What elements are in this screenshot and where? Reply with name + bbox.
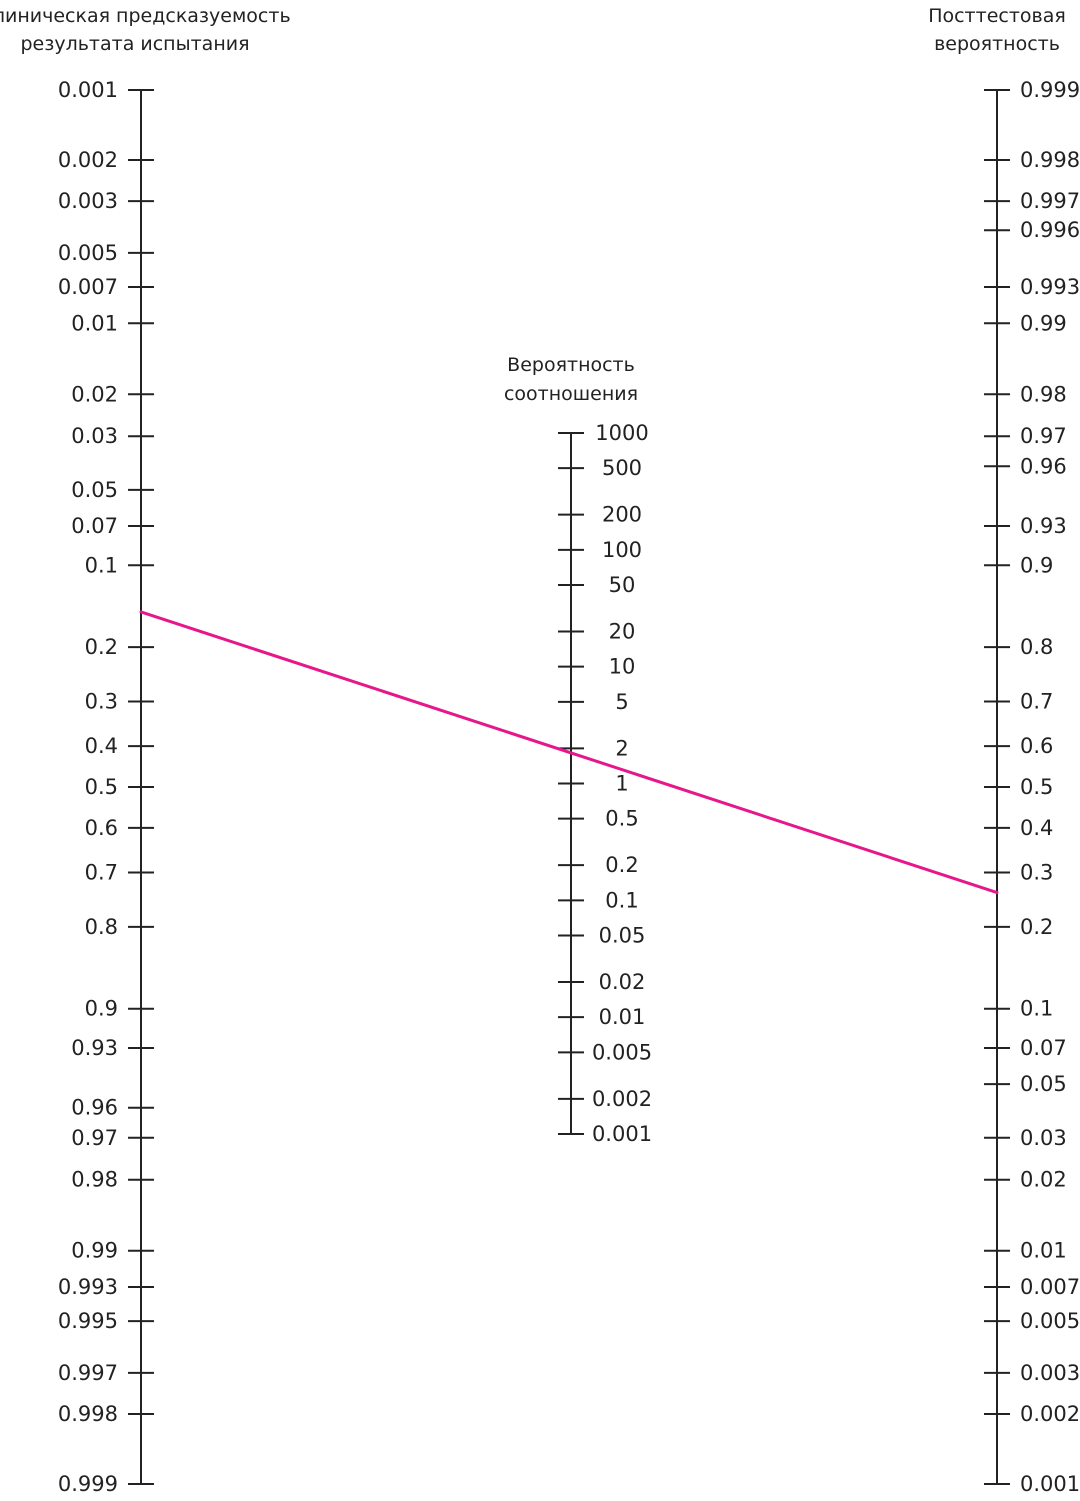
pretest-probability-axis: 0.001 0.002 0.003 0.005 0.007 0.01 0.02 0.03 0.0… [58,78,154,1496]
posttest-tick-label: 0.98 [1020,382,1067,406]
posttest-tick-label: 0.93 [1020,514,1067,538]
right-axis-title-line-2: вероятность [934,33,1060,55]
likelihood-ratio-tick-label: 0.001 [592,1122,652,1146]
pretest-tick-label: 0.998 [58,1402,118,1426]
pretest-tick-label: 0.1 [85,553,118,577]
likelihood-ratio-tick-label: 5 [615,690,628,714]
posttest-tick-label: 0.997 [1020,189,1080,213]
posttest-tick-label: 0.8 [1020,635,1053,659]
pretest-tick-label: 0.6 [85,816,118,840]
posttest-tick-label: 0.02 [1020,1168,1067,1192]
likelihood-ratio-tick-label: 2 [615,736,628,760]
left-axis-title-line-2: результата испытания [20,33,249,55]
posttest-tick-label: 0.97 [1020,424,1067,448]
left-axis-title: Клиническая предсказуемость результата и… [0,5,291,55]
likelihood-ratio-tick-label: 0.005 [592,1040,652,1064]
likelihood-ratio-tick-label: 0.02 [599,970,646,994]
likelihood-ratio-tick-label: 0.5 [605,807,638,831]
pretest-tick-label: 0.4 [85,734,118,758]
pretest-tick-label: 0.995 [58,1309,118,1333]
posttest-tick-label: 0.1 [1020,997,1053,1021]
posttest-tick-label: 0.03 [1020,1126,1067,1150]
posttest-tick-label: 0.99 [1020,311,1067,335]
likelihood-ratio-tick-label: 0.01 [599,1005,646,1029]
posttest-tick-label: 0.5 [1020,775,1053,799]
posttest-tick-label: 0.996 [1020,218,1080,242]
posttest-tick-label: 0.7 [1020,689,1053,713]
pretest-tick-label: 0.01 [71,311,118,335]
posttest-tick-label: 0.002 [1020,1402,1080,1426]
pretest-tick-label: 0.001 [58,78,118,102]
pretest-tick-label: 0.007 [58,275,118,299]
likelihood-ratio-tick-label: 0.1 [605,888,638,912]
right-axis-title: Посттестовая вероятность [928,5,1066,55]
posttest-tick-label: 0.3 [1020,861,1053,885]
likelihood-ratio-tick-label: 0.2 [605,853,638,877]
left-axis-title-line-1: Клиническая предсказуемость [0,5,291,27]
pretest-tick-label: 0.03 [71,424,118,448]
pretest-tick-label: 0.97 [71,1126,118,1150]
pretest-tick-label: 0.9 [85,997,118,1021]
pretest-tick-label: 0.005 [58,241,118,265]
likelihood-ratio-tick-label: 200 [602,503,642,527]
pretest-tick-label: 0.93 [71,1036,118,1060]
pretest-tick-label: 0.999 [58,1472,118,1496]
posttest-tick-label: 0.07 [1020,1036,1067,1060]
pretest-tick-label: 0.99 [71,1239,118,1263]
pretest-tick-label: 0.05 [71,478,118,502]
pretest-tick-label: 0.997 [58,1361,118,1385]
posttest-tick-label: 0.6 [1020,734,1053,758]
posttest-tick-label: 0.998 [1020,148,1080,172]
pretest-tick-label: 0.3 [85,689,118,713]
likelihood-ratio-tick-label: 20 [609,619,636,643]
likelihood-ratio-axis: 1000 500 200 100 50 20 10 5 2 1 0.5 0.2 0.1 0.05 0.02 0… [558,421,652,1146]
posttest-probability-axis: 0.999 0.998 0.997 0.996 0.993 0.99 0.98 0.97 0.9… [984,78,1080,1496]
posttest-tick-label: 0.993 [1020,275,1080,299]
posttest-tick-label: 0.001 [1020,1472,1080,1496]
pretest-tick-label: 0.5 [85,775,118,799]
pretest-tick-label: 0.98 [71,1168,118,1192]
posttest-tick-label: 0.96 [1020,454,1067,478]
likelihood-ratio-tick-label: 1000 [595,421,648,445]
likelihood-ratio-tick-label: 1 [615,772,628,796]
pretest-tick-label: 0.993 [58,1275,118,1299]
pretest-tick-label: 0.003 [58,189,118,213]
pretest-tick-label: 0.02 [71,382,118,406]
middle-axis-title-line-2: соотношения [504,383,638,405]
pretest-tick-label: 0.7 [85,861,118,885]
posttest-tick-label: 0.4 [1020,816,1053,840]
likelihood-ratio-tick-label: 100 [602,538,642,562]
likelihood-ratio-tick-label: 0.05 [599,924,646,948]
pretest-tick-label: 0.96 [71,1096,118,1120]
posttest-tick-label: 0.05 [1020,1072,1067,1096]
posttest-tick-label: 0.003 [1020,1361,1080,1385]
likelihood-ratio-tick-label: 500 [602,456,642,480]
middle-axis-title: Вероятность соотношения [504,354,638,405]
posttest-tick-label: 0.2 [1020,915,1053,939]
middle-axis-title-line-1: Вероятность [507,354,635,376]
likelihood-ratio-tick-label: 10 [609,655,636,679]
likelihood-ratio-tick-label: 50 [609,573,636,597]
pretest-tick-label: 0.2 [85,635,118,659]
likelihood-ratio-tick-label: 0.002 [592,1087,652,1111]
posttest-tick-label: 0.01 [1020,1239,1067,1263]
right-axis-title-line-1: Посттестовая [928,5,1066,27]
posttest-tick-label: 0.9 [1020,553,1053,577]
posttest-tick-label: 0.005 [1020,1309,1080,1333]
pretest-tick-label: 0.002 [58,148,118,172]
pretest-tick-label: 0.07 [71,514,118,538]
posttest-tick-label: 0.007 [1020,1275,1080,1299]
pretest-tick-label: 0.8 [85,915,118,939]
posttest-tick-label: 0.999 [1020,78,1080,102]
nomogram-reading-line [139,610,999,895]
